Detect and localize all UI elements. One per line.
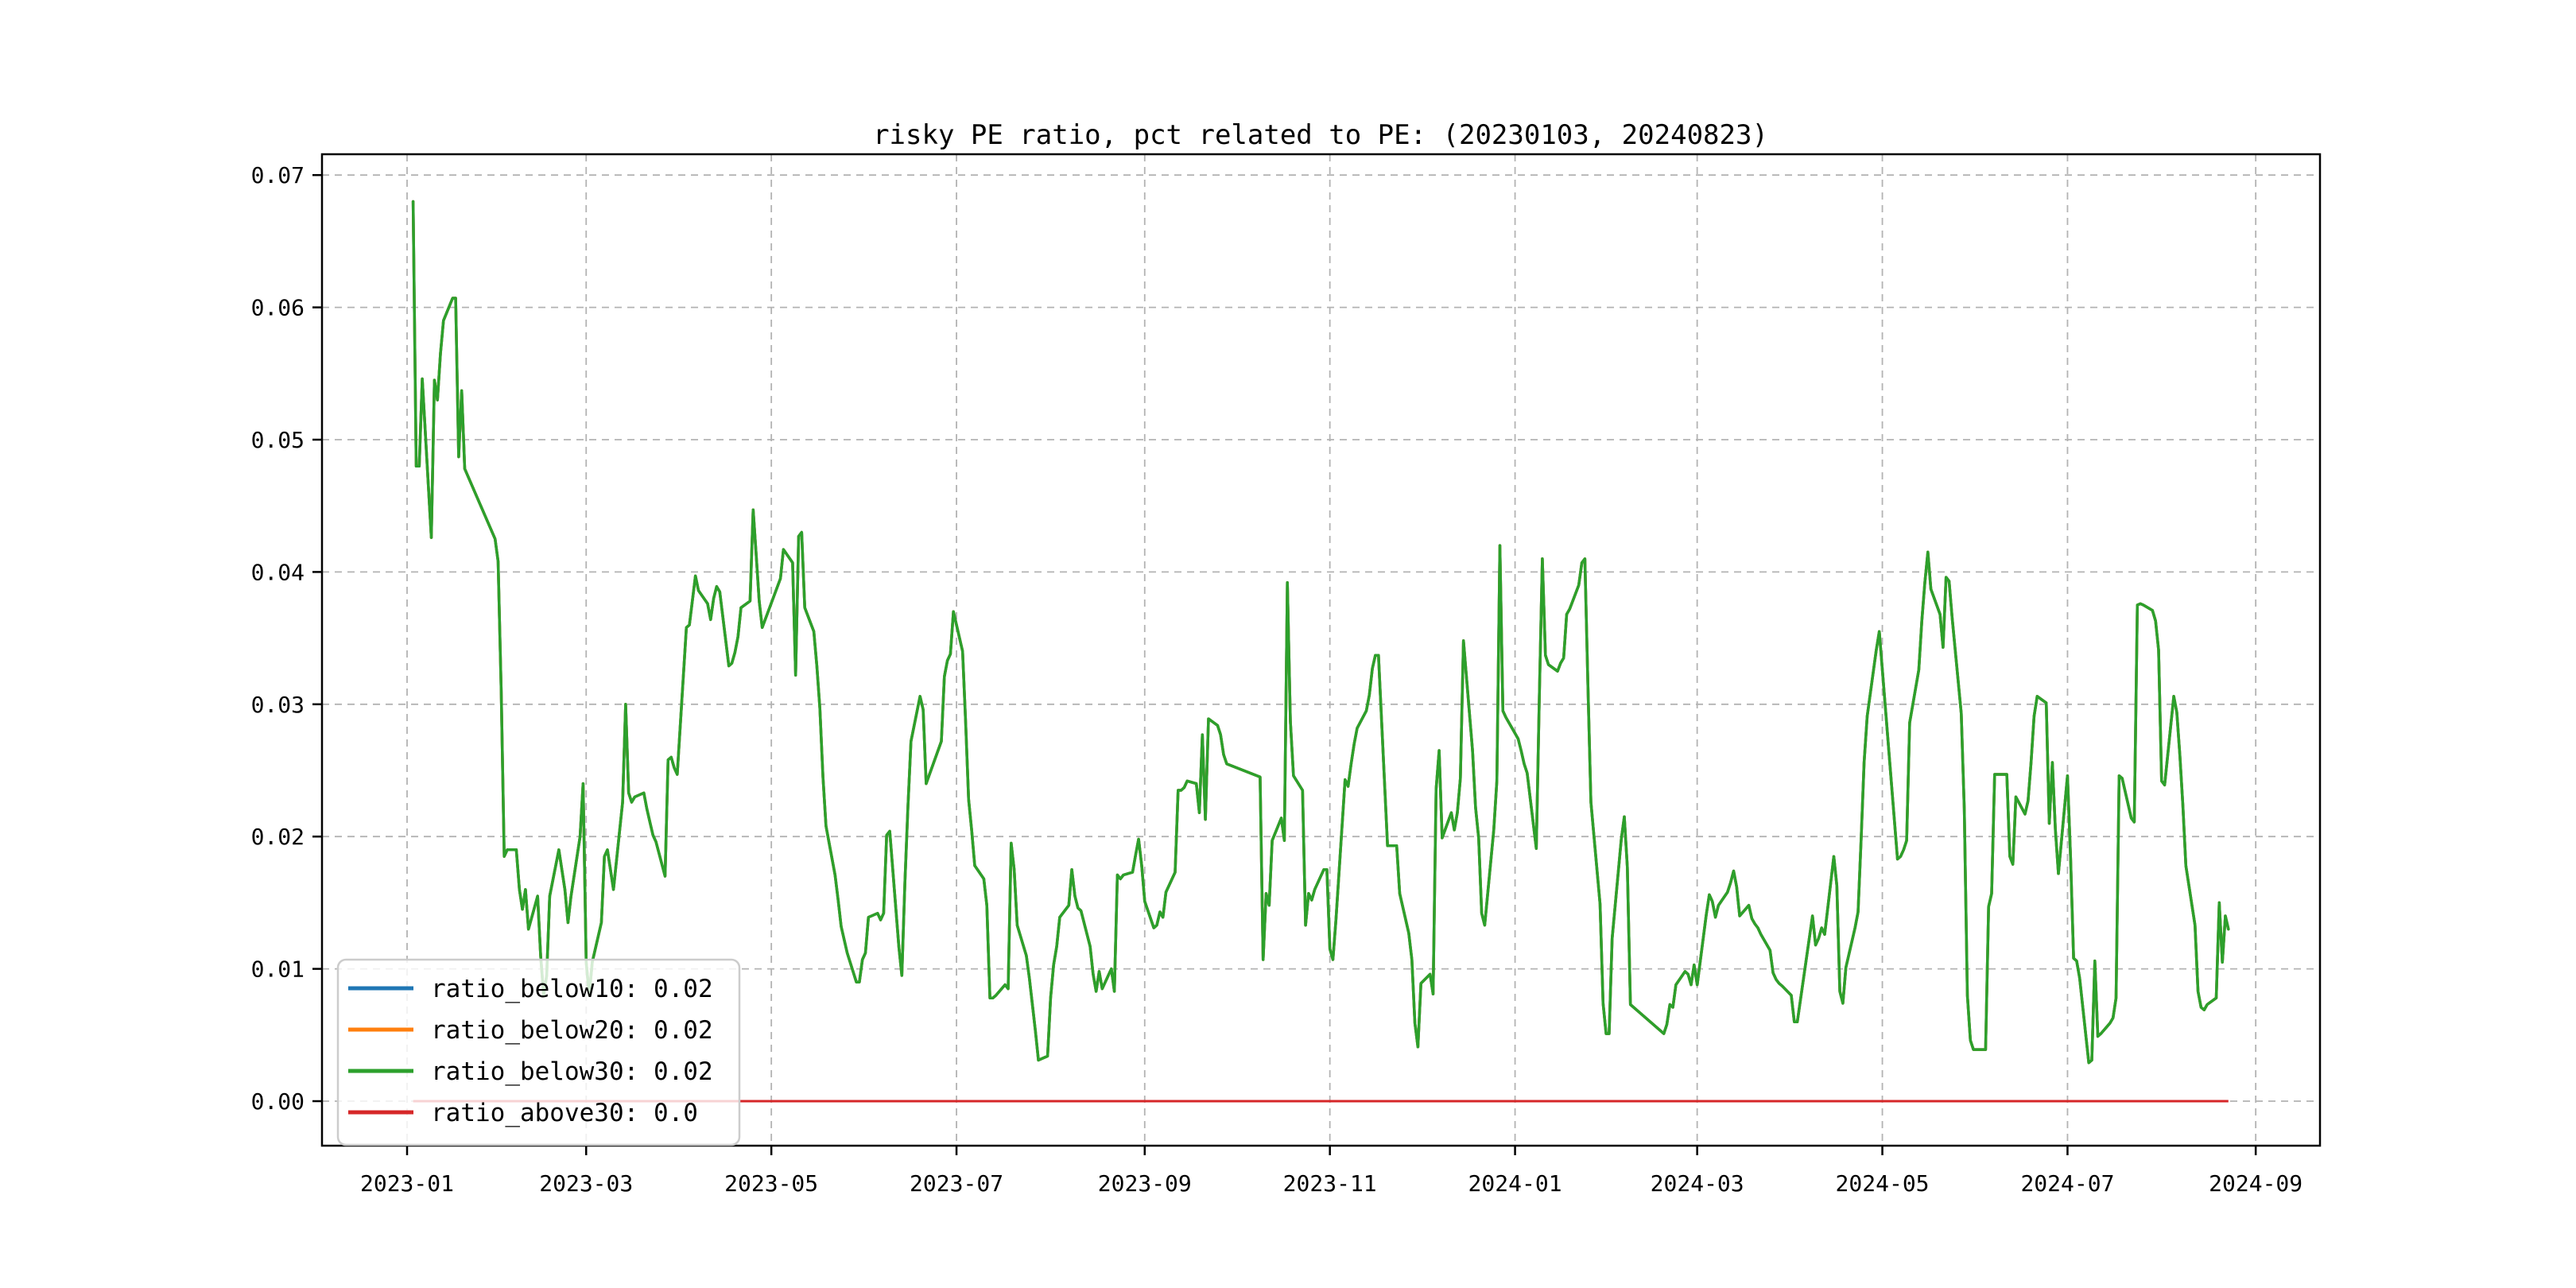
- y-tick-label: 0.02: [251, 824, 305, 850]
- y-tick-label: 0.03: [251, 692, 305, 718]
- legend-box: ratio_below10: 0.02 ratio_below20: 0.02 ra…: [336, 958, 741, 1146]
- x-tick-label: 2024-01: [1468, 1170, 1562, 1197]
- x-tick-label: 2023-05: [724, 1170, 818, 1197]
- x-tick-label: 2023-01: [360, 1170, 454, 1197]
- series-line-ratio_below30: [411, 200, 2230, 1065]
- legend-label-ratio_above30: ratio_above30: 0.0: [431, 1099, 698, 1127]
- y-tick-label: 0.04: [251, 559, 305, 585]
- legend-label-ratio_below20: ratio_below20: 0.02: [431, 1016, 713, 1045]
- y-tick-label: 0.05: [251, 427, 305, 453]
- y-tick-label: 0.00: [251, 1088, 305, 1115]
- x-tick-label: 2024-05: [1836, 1170, 1930, 1197]
- y-tick-label: 0.01: [251, 956, 305, 983]
- data-series: [411, 200, 2230, 1103]
- x-tick-label: 2023-03: [539, 1170, 633, 1197]
- chart-title: risky PE ratio, pct related to PE: (2023…: [873, 119, 1768, 151]
- legend-label-ratio_below10: ratio_below10: 0.02: [431, 975, 713, 1003]
- x-tick-label: 2023-09: [1098, 1170, 1192, 1197]
- x-tick-label: 2024-09: [2209, 1170, 2302, 1197]
- x-tick-label: 2024-07: [2020, 1170, 2114, 1197]
- x-tick-label: 2023-11: [1283, 1170, 1377, 1197]
- axis-ticks-and-labels: 2023-01 2023-03 2023-05 2023-07 2023-09 2023-…: [251, 162, 2303, 1197]
- x-tick-label: 2023-07: [910, 1170, 1003, 1197]
- y-tick-label: 0.07: [251, 162, 305, 188]
- x-tick-label: 2024-03: [1651, 1170, 1744, 1197]
- y-tick-label: 0.06: [251, 295, 305, 321]
- legend-label-ratio_below30: ratio_below30: 0.02: [431, 1057, 713, 1086]
- plot-border: [320, 153, 2322, 1147]
- legend-background: [336, 958, 741, 1146]
